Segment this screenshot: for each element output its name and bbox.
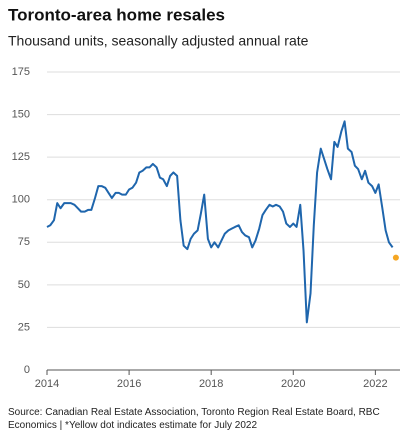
y-tick-label: 50 [18, 279, 30, 291]
x-tick-label: 2016 [117, 378, 141, 390]
x-tick-label: 2018 [199, 378, 223, 390]
y-tick-label: 0 [24, 364, 30, 376]
chart-title: Toronto-area home resales [8, 5, 225, 24]
estimate-dot [392, 254, 399, 261]
source-note: Source: Canadian Real Estate Association… [8, 407, 380, 431]
x-tick-label: 2022 [363, 378, 387, 390]
series-line [46, 120, 394, 324]
y-tick-label: 150 [12, 108, 30, 120]
chart: Toronto-area home resales Thousand units… [8, 5, 400, 390]
y-tick-label: 175 [12, 66, 30, 78]
y-tick-label: 25 [18, 321, 30, 333]
x-tick-label: 2020 [281, 378, 305, 390]
y-tick-label: 100 [12, 194, 30, 206]
x-tick-label: 2014 [35, 378, 59, 390]
y-tick-label: 125 [12, 151, 30, 163]
chart-subtitle: Thousand units, seasonally adjusted annu… [8, 33, 309, 49]
y-tick-label: 75 [18, 236, 30, 248]
